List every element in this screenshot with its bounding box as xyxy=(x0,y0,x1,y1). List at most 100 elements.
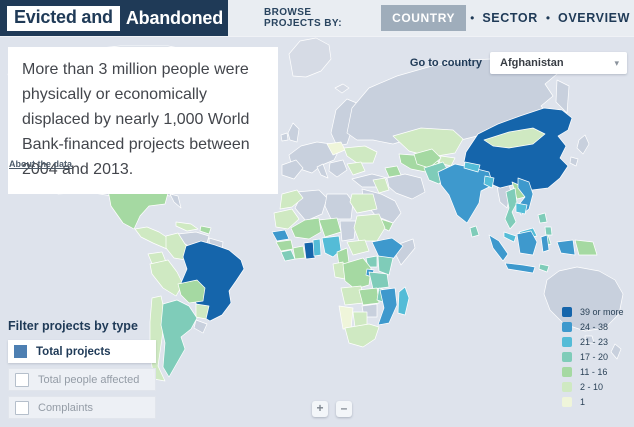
country-tanzania[interactable] xyxy=(368,271,390,290)
country-indonesia-west-papua[interactable] xyxy=(556,239,576,256)
country-timor[interactable] xyxy=(538,263,550,273)
country-sri-lanka[interactable] xyxy=(469,225,480,238)
country-indonesia-sumatra[interactable] xyxy=(488,234,509,262)
about-the-data-link[interactable]: About the data xyxy=(9,159,72,169)
country-angola[interactable] xyxy=(340,285,364,306)
country-morocco[interactable] xyxy=(279,189,304,210)
country-tasmania[interactable] xyxy=(584,335,595,344)
country-argentina[interactable] xyxy=(160,299,198,378)
country-bangladesh[interactable] xyxy=(483,175,495,189)
legend-label: 1 xyxy=(580,396,586,407)
country-thailand[interactable] xyxy=(504,187,518,230)
filter-option-complaints[interactable]: Complaints xyxy=(8,396,156,419)
country-iberia[interactable] xyxy=(281,159,304,180)
country-paraguay[interactable] xyxy=(195,303,210,320)
country-zambia[interactable] xyxy=(358,287,380,306)
country-iceland[interactable] xyxy=(334,83,350,94)
country-south-africa[interactable] xyxy=(344,323,380,348)
country-central-african-republic[interactable] xyxy=(346,239,370,256)
country-niger[interactable] xyxy=(318,217,342,238)
zoom-out-button[interactable]: – xyxy=(336,401,352,417)
country-iran[interactable] xyxy=(386,173,426,200)
filter-option-total-projects[interactable]: Total projects xyxy=(8,340,156,363)
country-uk[interactable] xyxy=(287,122,300,143)
legend-swatch-icon xyxy=(562,336,572,347)
legend-swatch-icon xyxy=(562,396,572,407)
country-ethiopia[interactable] xyxy=(371,237,404,260)
nav-item-country[interactable]: COUNTRY xyxy=(381,5,467,31)
legend-swatch-icon xyxy=(562,366,572,377)
country-madagascar[interactable] xyxy=(397,286,410,316)
country-kazakhstan[interactable] xyxy=(392,127,464,158)
country-balkans[interactable] xyxy=(328,159,348,178)
legend-row: 1 xyxy=(562,394,624,409)
country-mongolia[interactable] xyxy=(483,127,546,149)
nav-item-overview[interactable]: OVERVIEW xyxy=(558,11,630,25)
nav-item-sector[interactable]: SECTOR xyxy=(482,11,538,25)
country-libya[interactable] xyxy=(324,193,354,220)
country-ghana[interactable] xyxy=(303,241,316,260)
checkbox-icon[interactable] xyxy=(15,400,29,415)
brand-title-part1: Evicted and xyxy=(7,5,120,31)
country-mozambique[interactable] xyxy=(377,287,398,326)
country-senegal[interactable] xyxy=(271,229,290,242)
country-nepal[interactable] xyxy=(463,161,481,173)
country-romania[interactable] xyxy=(346,161,366,176)
country-iraq[interactable] xyxy=(372,177,390,194)
country-greenland[interactable] xyxy=(288,37,332,78)
country-caucasus[interactable] xyxy=(384,165,402,178)
country-usa-florida[interactable] xyxy=(169,193,182,209)
legend-label: 2 - 10 xyxy=(580,381,604,392)
country-peru[interactable] xyxy=(149,259,184,297)
country-egypt[interactable] xyxy=(349,193,378,214)
browse-label: BROWSE PROJECTS BY: xyxy=(264,7,342,29)
country-mauritania[interactable] xyxy=(273,208,300,230)
map-zoom-controls: + – xyxy=(312,401,360,417)
checkbox-icon[interactable] xyxy=(15,372,29,387)
country-papua-new-guinea[interactable] xyxy=(574,239,598,256)
legend-row: 17 - 20 xyxy=(562,349,624,364)
country-cambodia[interactable] xyxy=(515,202,528,215)
intro-box: More than 3 million people were physical… xyxy=(8,47,278,194)
country-guinea[interactable] xyxy=(275,239,294,252)
filter-option-total-people-affected[interactable]: Total people affected xyxy=(8,368,156,391)
legend-label: 17 - 20 xyxy=(580,351,609,362)
country-indonesia-sulawesi[interactable] xyxy=(540,234,550,253)
country-indonesia-java[interactable] xyxy=(504,262,536,274)
filter-panel: Filter projects by type Total projects T… xyxy=(8,319,158,424)
country-ivory-coast[interactable] xyxy=(292,245,306,260)
filter-option-label: Total people affected xyxy=(38,373,140,386)
country-bolivia[interactable] xyxy=(177,279,206,304)
country-cuba[interactable] xyxy=(175,221,199,232)
country-philippines-mid[interactable] xyxy=(544,226,553,236)
country-ukraine[interactable] xyxy=(343,145,378,164)
filter-heading: Filter projects by type xyxy=(8,319,138,333)
country-india[interactable] xyxy=(437,163,494,224)
zoom-in-button[interactable]: + xyxy=(312,401,328,417)
country-namibia[interactable] xyxy=(338,305,354,330)
country-malaysia[interactable] xyxy=(503,231,517,243)
country-sierra-leone-liberia[interactable] xyxy=(280,249,296,262)
brand-title-part2: Abandoned xyxy=(125,7,224,28)
country-uruguay[interactable] xyxy=(193,319,208,334)
country-japan-south[interactable] xyxy=(569,156,579,167)
country-drc[interactable] xyxy=(342,257,372,290)
country-indonesia-borneo[interactable] xyxy=(516,230,538,256)
country-sudan[interactable] xyxy=(353,213,386,242)
country-japan[interactable] xyxy=(576,134,590,155)
country-dropdown[interactable]: Afghanistan ▾ xyxy=(490,52,627,74)
selected-swatch-icon xyxy=(14,345,27,358)
country-togo-benin[interactable] xyxy=(312,238,322,257)
filter-option-label: Complaints xyxy=(38,401,94,414)
country-mali[interactable] xyxy=(290,217,322,240)
country-afghanistan[interactable] xyxy=(413,148,442,169)
country-kamchatka[interactable] xyxy=(555,79,570,114)
country-italy[interactable] xyxy=(316,163,329,179)
country-new-zealand[interactable] xyxy=(610,343,622,360)
legend-swatch-icon xyxy=(562,321,572,332)
country-hispaniola[interactable] xyxy=(199,225,212,235)
country-ireland[interactable] xyxy=(280,132,289,142)
country-chad[interactable] xyxy=(339,220,357,242)
country-kenya[interactable] xyxy=(377,255,394,276)
country-philippines-north[interactable] xyxy=(537,212,548,224)
